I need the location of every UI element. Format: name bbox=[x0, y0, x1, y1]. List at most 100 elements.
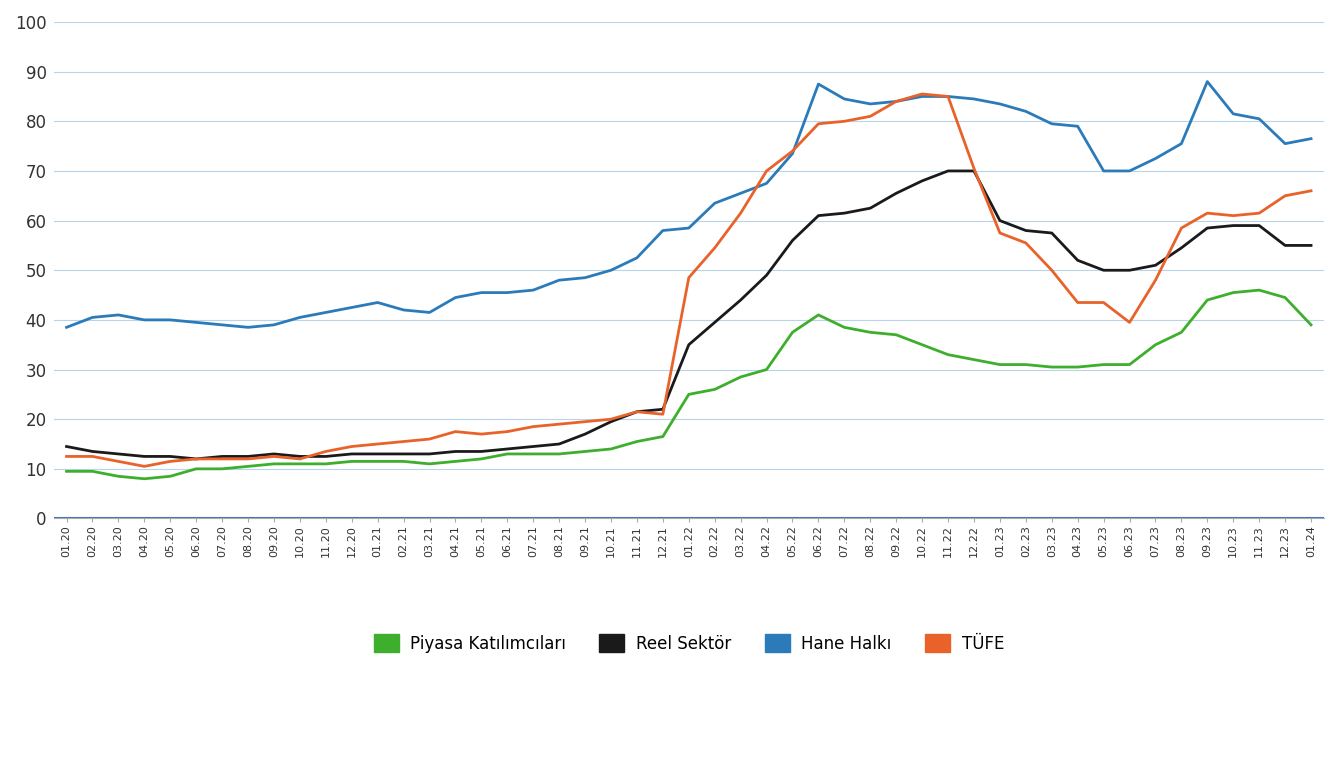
Piyasa Katılımcıları bbox=[422, 459, 438, 468]
TÜFE bbox=[1277, 191, 1293, 200]
TÜFE bbox=[370, 439, 386, 448]
TÜFE bbox=[810, 119, 826, 128]
Piyasa Katılımcıları bbox=[732, 373, 749, 382]
Reel Sektör bbox=[525, 442, 541, 451]
Line: TÜFE: TÜFE bbox=[67, 94, 1311, 466]
Piyasa Katılımcıları bbox=[915, 340, 931, 349]
Reel Sektör bbox=[965, 166, 981, 175]
TÜFE bbox=[629, 407, 645, 417]
Piyasa Katılımcıları bbox=[1303, 320, 1319, 329]
Hane Halkı bbox=[915, 92, 931, 101]
Reel Sektör bbox=[603, 417, 619, 427]
Piyasa Katılımcıları bbox=[1251, 285, 1267, 295]
Reel Sektör bbox=[785, 236, 801, 245]
Line: Reel Sektör: Reel Sektör bbox=[67, 171, 1311, 459]
TÜFE bbox=[1225, 211, 1241, 220]
TÜFE bbox=[292, 455, 308, 464]
Piyasa Katılımcıları bbox=[1200, 295, 1216, 305]
TÜFE bbox=[499, 427, 516, 436]
Hane Halkı bbox=[395, 305, 411, 315]
Reel Sektör bbox=[266, 449, 283, 458]
Piyasa Katılımcıları bbox=[59, 467, 75, 476]
Hane Halkı bbox=[552, 275, 568, 284]
Piyasa Katılımcıları bbox=[992, 360, 1008, 369]
Reel Sektör bbox=[473, 447, 489, 456]
Hane Halkı bbox=[240, 322, 256, 332]
Hane Halkı bbox=[577, 273, 593, 282]
Reel Sektör bbox=[1277, 240, 1293, 250]
Reel Sektör bbox=[915, 176, 931, 186]
Hane Halkı bbox=[1225, 109, 1241, 118]
Hane Halkı bbox=[1200, 77, 1216, 87]
Reel Sektör bbox=[862, 203, 878, 213]
Piyasa Katılımcıları bbox=[344, 457, 360, 466]
Hane Halkı bbox=[1173, 139, 1189, 148]
Piyasa Katılımcıları bbox=[758, 365, 774, 374]
Hane Halkı bbox=[1018, 107, 1034, 116]
Reel Sektör bbox=[292, 451, 308, 461]
Piyasa Katılımcıları bbox=[370, 457, 386, 466]
Reel Sektör bbox=[1251, 221, 1267, 230]
TÜFE bbox=[680, 273, 696, 282]
Piyasa Katılımcıları bbox=[940, 350, 956, 359]
Piyasa Katılımcıları bbox=[552, 449, 568, 458]
Piyasa Katılımcıları bbox=[1070, 363, 1086, 372]
Reel Sektör bbox=[1148, 261, 1164, 270]
Hane Halkı bbox=[837, 94, 853, 104]
Piyasa Katılımcıları bbox=[499, 449, 516, 458]
Hane Halkı bbox=[1122, 166, 1138, 175]
Reel Sektör bbox=[888, 189, 904, 198]
Hane Halkı bbox=[292, 313, 308, 322]
Piyasa Katılımcıları bbox=[810, 310, 826, 319]
Reel Sektör bbox=[1070, 256, 1086, 265]
Hane Halkı bbox=[525, 285, 541, 295]
Reel Sektör bbox=[499, 444, 516, 454]
Reel Sektör bbox=[992, 216, 1008, 225]
Reel Sektör bbox=[1303, 240, 1319, 250]
TÜFE bbox=[1148, 275, 1164, 284]
TÜFE bbox=[940, 92, 956, 101]
Reel Sektör bbox=[629, 407, 645, 417]
Piyasa Katılımcıları bbox=[965, 355, 981, 364]
Hane Halkı bbox=[84, 313, 100, 322]
Hane Halkı bbox=[810, 80, 826, 89]
Hane Halkı bbox=[1251, 114, 1267, 124]
TÜFE bbox=[862, 111, 878, 121]
Piyasa Katılımcıları bbox=[862, 328, 878, 337]
TÜFE bbox=[162, 457, 178, 466]
TÜFE bbox=[84, 451, 100, 461]
Line: Hane Halkı: Hane Halkı bbox=[67, 82, 1311, 327]
Hane Halkı bbox=[370, 298, 386, 307]
Piyasa Katılımcıları bbox=[189, 465, 205, 474]
TÜFE bbox=[552, 420, 568, 429]
Hane Halkı bbox=[447, 293, 463, 302]
Reel Sektör bbox=[940, 166, 956, 175]
Piyasa Katılımcıları bbox=[1043, 363, 1059, 372]
Piyasa Katılımcıları bbox=[473, 455, 489, 464]
Piyasa Katılımcıları bbox=[655, 432, 671, 441]
Reel Sektör bbox=[758, 271, 774, 280]
TÜFE bbox=[59, 451, 75, 461]
TÜFE bbox=[888, 97, 904, 106]
Reel Sektör bbox=[422, 449, 438, 458]
Reel Sektör bbox=[552, 439, 568, 448]
Hane Halkı bbox=[655, 226, 671, 235]
Piyasa Katılımcıları bbox=[629, 437, 645, 446]
Piyasa Katılımcıları bbox=[137, 474, 153, 483]
Reel Sektör bbox=[395, 449, 411, 458]
Hane Halkı bbox=[1095, 166, 1111, 175]
Hane Halkı bbox=[59, 322, 75, 332]
TÜFE bbox=[965, 164, 981, 173]
Hane Halkı bbox=[1070, 121, 1086, 131]
Hane Halkı bbox=[862, 99, 878, 108]
TÜFE bbox=[240, 455, 256, 464]
Reel Sektör bbox=[1018, 226, 1034, 235]
Hane Halkı bbox=[680, 223, 696, 233]
Reel Sektör bbox=[1200, 223, 1216, 233]
Piyasa Katılımcıları bbox=[888, 330, 904, 339]
TÜFE bbox=[447, 427, 463, 436]
Piyasa Katılımcıları bbox=[525, 449, 541, 458]
TÜFE bbox=[992, 228, 1008, 237]
Piyasa Katılımcıları bbox=[1173, 328, 1189, 337]
Hane Halkı bbox=[162, 315, 178, 325]
